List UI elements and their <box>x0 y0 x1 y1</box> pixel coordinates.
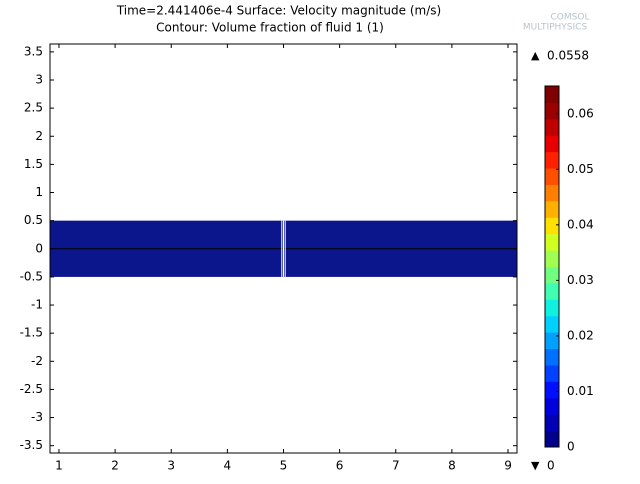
x-tick-label: 8 <box>448 459 456 473</box>
x-tick-label: 7 <box>392 459 400 473</box>
colorbar-max: 0.0558 <box>547 49 589 63</box>
colorbar-tick-label: 0.06 <box>567 106 594 120</box>
y-tick-label: 1.5 <box>24 157 43 171</box>
colorbar-tick-label: 0.04 <box>567 217 594 231</box>
y-tick-label: -2 <box>31 354 43 368</box>
colorbar-band <box>545 266 559 284</box>
logo: MULTIPHYSICS <box>523 23 588 33</box>
colorbar-tick-label: 0.02 <box>567 328 594 342</box>
y-tick-label: 1 <box>35 185 43 199</box>
colorbar-band <box>545 217 559 235</box>
colorbar-tick-label: 0.05 <box>567 162 594 176</box>
x-tick-label: 3 <box>167 459 175 473</box>
colorbar-band <box>545 151 559 169</box>
y-tick-label: 3 <box>35 73 43 87</box>
logo: COMSOL <box>551 13 590 23</box>
colorbar-band <box>545 86 559 103</box>
x-tick-label: 9 <box>504 459 512 473</box>
y-tick-label: 3.5 <box>24 44 43 58</box>
colorbar-band <box>545 414 559 432</box>
x-tick-label: 1 <box>55 459 63 473</box>
colorbar-band <box>545 250 559 267</box>
colorbar-band <box>545 184 559 202</box>
y-tick-label: -1.5 <box>20 326 43 340</box>
y-tick-label: -1 <box>31 298 43 312</box>
colorbar-band <box>545 364 559 382</box>
colorbar-band <box>545 430 559 448</box>
title-line: Time=2.441406e-4 Surface: Velocity magni… <box>116 4 441 18</box>
colorbar-band <box>545 381 559 399</box>
colorbar-band <box>545 135 559 153</box>
colorbar-band <box>545 315 559 333</box>
y-tick-label: -2.5 <box>20 382 43 396</box>
title-line: Contour: Volume fraction of fluid 1 (1) <box>156 21 384 35</box>
colorbar-band <box>545 348 559 366</box>
x-tick-label: 5 <box>280 459 288 473</box>
colorbar-band <box>545 168 559 185</box>
min-marker: ▼ <box>531 459 540 472</box>
colorbar-band <box>545 397 559 415</box>
colorbar-min: 0 <box>547 459 555 473</box>
x-tick-label: 2 <box>111 459 119 473</box>
y-tick-label: -3.5 <box>20 438 43 452</box>
x-tick-label: 6 <box>336 459 344 473</box>
x-tick-label: 4 <box>224 459 232 473</box>
y-tick-label: 2 <box>35 129 43 143</box>
colorbar-tick-label: 0 <box>567 440 575 454</box>
max-marker: ▲ <box>531 49 540 62</box>
colorbar-band <box>545 282 559 300</box>
colorbar-frame <box>544 85 560 448</box>
colorbar-band <box>545 299 559 317</box>
colorbar-tick-label: 0.03 <box>567 273 594 287</box>
colorbar-band <box>545 200 559 218</box>
y-tick-label: 2.5 <box>24 101 43 115</box>
colorbar-tick-label: 0.01 <box>567 384 594 398</box>
y-tick-label: 0 <box>35 241 43 255</box>
y-tick-label: -0.5 <box>20 269 43 283</box>
colorbar-band <box>545 233 559 251</box>
y-tick-label: -3 <box>31 410 43 424</box>
colorbar-band <box>545 102 559 120</box>
colorbar-band <box>545 332 559 350</box>
colorbar-band <box>545 118 559 136</box>
y-tick-label: 0.5 <box>24 213 43 227</box>
